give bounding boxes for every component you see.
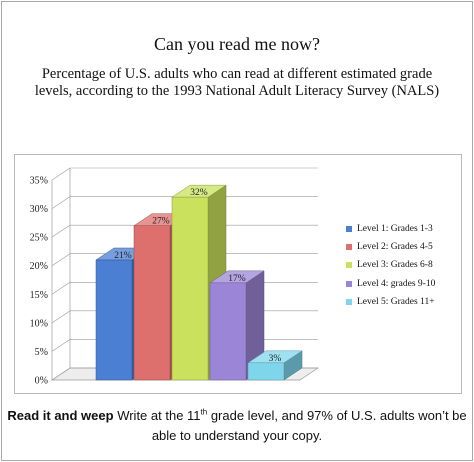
y-tick-label: 0% (35, 376, 48, 387)
y-tick-label: 20% (30, 261, 48, 272)
gridline-depth (51, 224, 71, 238)
data-label: 21% (114, 251, 132, 261)
legend-swatch (346, 298, 352, 305)
legend-swatch (346, 262, 352, 269)
legend-item: Level 5: Grades 11+ (346, 293, 458, 311)
chart-title: Can you read me now? (154, 34, 320, 54)
gridline-depth (51, 339, 71, 352)
legend-label: Level 1: Grades 1-3 (357, 224, 433, 235)
chart-subtitle: Percentage of U.S. adults who can read a… (34, 66, 440, 99)
y-tick-label: 15% (30, 290, 48, 301)
y-tick-label: 25% (30, 233, 48, 244)
footer-lead: Read it and weep (7, 408, 114, 423)
gridline-depth (51, 253, 71, 266)
gridline-depth (51, 310, 71, 324)
chart-legend: Level 1: Grades 1-3 Level 2: Grades 4-5 Le… (346, 220, 458, 311)
legend-item: Level 3: Grades 6-8 (346, 256, 458, 274)
data-label: 27% (152, 217, 170, 227)
y-tick-label: 35% (30, 176, 48, 187)
bar (171, 196, 209, 381)
footer-text-before: Write at the 11 (117, 408, 201, 423)
legend-swatch (346, 226, 352, 233)
bar (133, 225, 171, 381)
bar (209, 282, 247, 381)
data-label: 17% (228, 274, 246, 284)
legend-item: Level 1: Grades 1-3 (346, 220, 458, 238)
data-label: 32% (190, 188, 208, 198)
bar (247, 362, 285, 381)
gridline-depth (51, 167, 71, 181)
footer-superscript: th (200, 407, 208, 417)
y-tick-label: 10% (30, 318, 48, 329)
legend-item: Level 4: grades 9-10 (346, 275, 458, 293)
gridline-depth (51, 196, 71, 209)
legend-label: Level 5: Grades 11+ (357, 296, 435, 307)
legend-swatch (346, 244, 352, 251)
data-label: 3% (269, 354, 282, 364)
legend-item: Level 2: Grades 4-5 (346, 238, 458, 256)
footer-text-after: grade level, and 97% of U.S. adults won’… (151, 408, 467, 443)
y-tick-label: 30% (30, 204, 48, 215)
gridline-depth (51, 367, 71, 381)
bar (95, 259, 133, 381)
legend-swatch (346, 280, 352, 287)
legend-label: Level 2: Grades 4-5 (357, 242, 433, 253)
footer-caption: Read it and weep Write at the 11th grade… (0, 406, 474, 446)
y-tick-label: 5% (35, 347, 48, 358)
gridline-depth (51, 282, 71, 295)
legend-label: Level 4: grades 9-10 (357, 278, 436, 289)
legend-label: Level 3: Grades 6-8 (357, 260, 433, 271)
